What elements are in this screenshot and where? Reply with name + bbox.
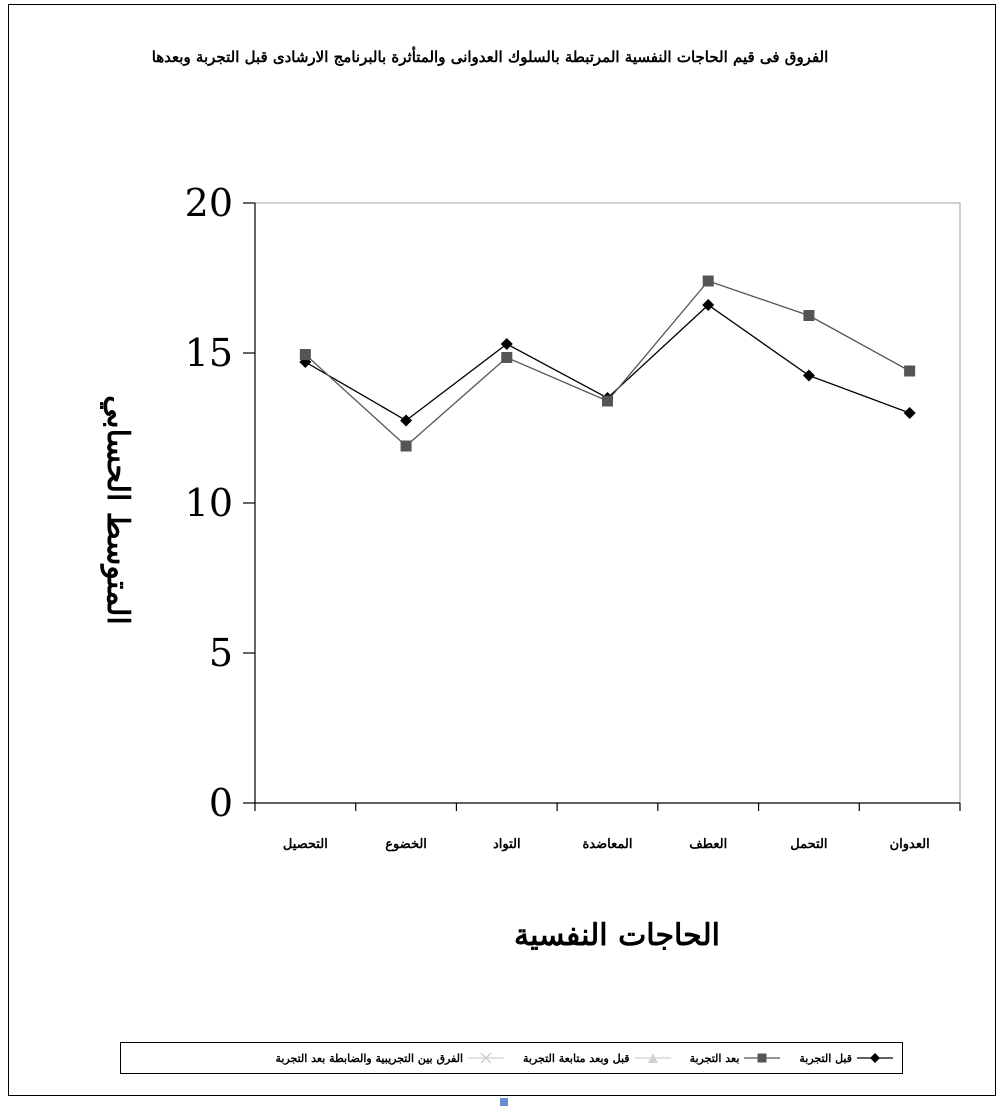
legend-swatch-marker	[757, 1053, 767, 1063]
data-point	[400, 414, 413, 427]
x-tick-label: التحصيل	[283, 837, 328, 852]
y-tick-label: 5	[209, 631, 233, 675]
legend-item: بعد التجربة	[690, 1051, 782, 1065]
x-tick-label: التحمل	[790, 837, 827, 852]
legend-swatch-marker	[480, 1052, 492, 1064]
legend-swatch	[744, 1053, 781, 1063]
data-point	[802, 369, 815, 382]
data-point	[803, 310, 815, 321]
legend-swatch	[634, 1053, 671, 1063]
x-tick-label: العطف	[689, 837, 727, 852]
y-tick-label: 10	[185, 481, 233, 525]
x-axis-label: الحاجات النفسية	[514, 918, 720, 953]
legend-label: قبل التجربة	[799, 1051, 852, 1065]
data-point	[903, 407, 916, 419]
chart-legend: قبل التجربة بعد التجربة قبل وبعد متابعة ال…	[120, 1042, 903, 1074]
series-1	[299, 275, 916, 452]
legend-label: الفرق بين التجريبية والضابطة بعد التجربة	[275, 1051, 464, 1065]
data-point	[299, 349, 311, 360]
y-tick-label: 15	[185, 331, 233, 375]
chart-frame	[8, 4, 996, 1096]
legend-label: قبل وبعد متابعة التجربة	[523, 1051, 630, 1065]
chart-title: الفروق فى قيم الحاجات النفسية المرتبطة ب…	[152, 46, 829, 66]
data-point	[400, 440, 412, 452]
x-axis-ticks: التحصيل الخضوع التواد المعاضدة العطف التحمل ال…	[254, 803, 961, 852]
legend-item: الفرق بين التجريبية والضابطة بعد التجربة	[275, 1051, 505, 1065]
data-point	[702, 299, 715, 311]
series-line	[304, 280, 910, 447]
series-0	[299, 299, 916, 427]
data-point	[500, 338, 513, 350]
legend-item: قبل التجربة	[799, 1051, 894, 1065]
y-tick-label: 20	[185, 181, 233, 225]
legend-swatch	[857, 1053, 893, 1063]
data-point	[904, 365, 916, 377]
x-tick-label: الخضوع	[385, 837, 427, 852]
x-tick-label: التواد	[493, 837, 521, 852]
data-point	[501, 352, 513, 363]
data-point	[602, 395, 613, 407]
data-point	[702, 275, 714, 287]
page-marker	[500, 1098, 508, 1106]
x-tick-label: العدوان	[890, 837, 930, 852]
legend-label: بعد التجربة	[689, 1051, 740, 1065]
legend-swatch	[468, 1052, 505, 1064]
legend-swatch-marker	[647, 1053, 658, 1063]
legend-swatch-marker	[870, 1053, 880, 1063]
legend-item: قبل وبعد متابعة التجربة	[523, 1051, 672, 1065]
y-axis-ticks: 0 5 10 15 20	[185, 181, 255, 825]
series-layer	[299, 275, 916, 452]
x-tick-label: المعاضدة	[583, 837, 633, 852]
y-tick-label: 0	[209, 781, 233, 825]
y-axis-label: المتوسط الحسابي	[100, 395, 135, 625]
plot-area	[254, 202, 961, 804]
line-chart: الفروق فى قيم الحاجات النفسية المرتبطة ب…	[100, 46, 961, 953]
